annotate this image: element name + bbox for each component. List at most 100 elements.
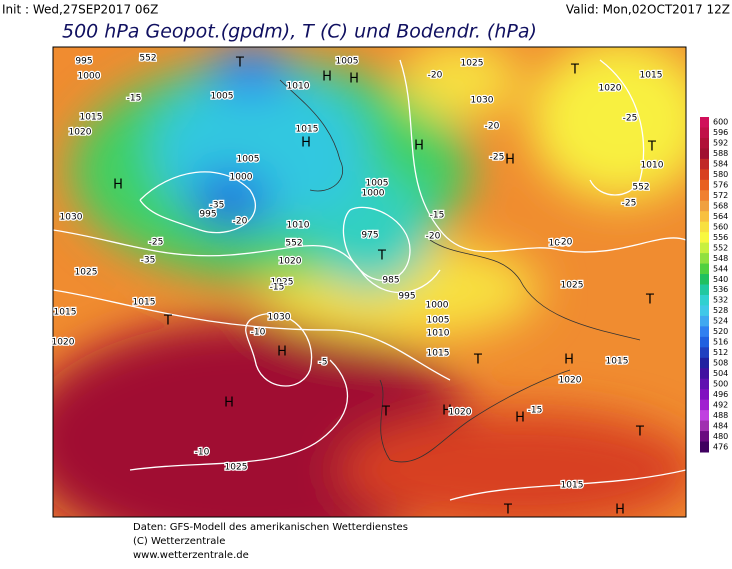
colorbar-swatch <box>700 232 709 244</box>
isoline-label: -15 <box>127 94 142 104</box>
pressure-center: T <box>647 140 656 155</box>
pressure-center: H <box>224 396 234 411</box>
isoline-label: 1005 <box>336 57 359 67</box>
colorbar-label: 576 <box>713 181 728 190</box>
isoline-label: 552 <box>139 54 156 64</box>
isoline-label: 1015 <box>640 71 663 81</box>
isoline-label: 985 <box>382 276 399 286</box>
isoline-label: 1015 <box>133 298 156 308</box>
colorbar-label: 512 <box>713 348 728 357</box>
colorbar-swatch <box>700 242 709 254</box>
isoline-label: -10 <box>195 448 210 458</box>
colorbar-swatch <box>700 148 709 160</box>
colorbar-swatch <box>700 200 709 212</box>
isoline-label: 1020 <box>69 128 92 138</box>
pressure-center: T <box>635 425 644 440</box>
isoline-label: 1015 <box>80 113 103 123</box>
colorbar-label: 492 <box>713 400 728 409</box>
pressure-center: T <box>645 293 654 308</box>
colorbar-label: 544 <box>713 264 728 273</box>
colorbar-swatch <box>700 315 709 327</box>
init-time: Init : Wed,27SEP2017 06Z <box>2 3 158 17</box>
colorbar-label: 524 <box>713 317 728 326</box>
isoline-label: 1015 <box>54 308 77 318</box>
pressure-center: T <box>235 56 244 71</box>
pressure-center: H <box>615 503 625 518</box>
pressure-center: T <box>381 405 390 420</box>
colorbar-swatch <box>700 399 709 411</box>
map-area <box>53 47 686 517</box>
colorbar-label: 596 <box>713 128 728 137</box>
colorbar-label: 480 <box>713 432 728 441</box>
colorbar-swatch <box>700 347 709 359</box>
isoline-label: 1015 <box>606 357 629 367</box>
isoline-label: 1025 <box>225 463 248 473</box>
isoline-label: 1005 <box>237 155 260 165</box>
footer-copyright: (C) Wetterzentrale <box>133 536 225 547</box>
colorbar-label: 568 <box>713 201 728 210</box>
colorbar-swatch <box>700 357 709 369</box>
colorbar-label: 528 <box>713 306 728 315</box>
isoline-label: 1010 <box>427 329 450 339</box>
colorbar-swatch <box>700 127 709 139</box>
colorbar-label: 600 <box>713 118 728 127</box>
isoline-label: 995 <box>75 57 92 67</box>
isoline-label: -20 <box>485 122 500 132</box>
isoline-label: -15 <box>270 283 285 293</box>
colorbar-label: 588 <box>713 149 728 158</box>
pressure-center: H <box>505 153 515 168</box>
colorbar-swatch <box>700 211 709 223</box>
isoline-label: -20 <box>558 238 573 248</box>
colorbar-label: 584 <box>713 160 728 169</box>
isoline-label: 1005 <box>211 92 234 102</box>
colorbar-label: 552 <box>713 243 728 252</box>
pressure-center: H <box>322 70 332 85</box>
pressure-center: H <box>564 353 574 368</box>
isoline-label: 975 <box>361 231 378 241</box>
colorbar-label: 540 <box>713 275 728 284</box>
isoline-label: 1020 <box>559 376 582 386</box>
pressure-center: H <box>277 345 287 360</box>
isoline-label: 1020 <box>279 257 302 267</box>
footer-url: www.wetterzentrale.de <box>133 550 249 561</box>
colorbar-swatch <box>700 179 709 191</box>
colorbar-swatch <box>700 294 709 306</box>
colorbar-label: 536 <box>713 285 728 294</box>
colorbar-label: 508 <box>713 359 728 368</box>
colorbar-swatch <box>700 253 709 265</box>
isoline-label: -35 <box>141 256 156 266</box>
isoline-label: -15 <box>430 211 445 221</box>
colorbar-label: 484 <box>713 421 728 430</box>
isoline-label: -25 <box>623 114 638 124</box>
colorbar-label: 556 <box>713 233 728 242</box>
isoline-label: -25 <box>149 238 164 248</box>
isoline-label: 1015 <box>561 481 584 491</box>
isoline-label: 1000 <box>78 72 101 82</box>
colorbar-label: 560 <box>713 222 728 231</box>
isoline-label: 1020 <box>52 338 75 348</box>
colorbar-swatch <box>700 326 709 338</box>
colorbar-label: 520 <box>713 327 728 336</box>
isoline-label: 1015 <box>296 125 319 135</box>
colorbar-swatch <box>700 305 709 317</box>
colorbar-swatch <box>700 158 709 170</box>
colorbar-swatch <box>700 263 709 275</box>
isoline-label: 1030 <box>268 313 291 323</box>
colorbar-swatch <box>700 221 709 233</box>
isoline-label: 1020 <box>449 408 472 418</box>
colorbar-label: 592 <box>713 139 728 148</box>
colorbar-swatch <box>700 169 709 181</box>
colorbar-swatch <box>700 410 709 422</box>
isoline-label: 1005 <box>366 179 389 189</box>
colorbar-swatch <box>700 431 709 443</box>
colorbar-label: 564 <box>713 212 728 221</box>
pressure-center: H <box>349 72 359 87</box>
isoline-label: -15 <box>528 406 543 416</box>
pressure-center: T <box>503 503 512 518</box>
isoline-label: 1000 <box>426 301 449 311</box>
pressure-center: T <box>377 249 386 264</box>
colorbar-swatch <box>700 420 709 432</box>
colorbar-swatch <box>700 190 709 202</box>
pressure-center: H <box>301 136 311 151</box>
colorbar-label: 504 <box>713 369 728 378</box>
